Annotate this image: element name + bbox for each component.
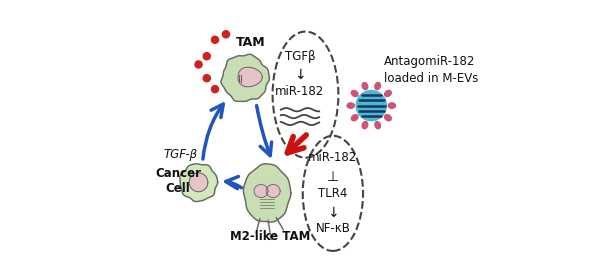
Polygon shape — [244, 164, 291, 222]
Ellipse shape — [362, 83, 368, 89]
Text: M2-like TAM: M2-like TAM — [230, 230, 310, 243]
Ellipse shape — [375, 83, 380, 89]
Text: AntagomiR-182
loaded in M-EVs: AntagomiR-182 loaded in M-EVs — [383, 55, 478, 85]
Text: ↓: ↓ — [327, 206, 339, 220]
Circle shape — [356, 91, 386, 121]
Text: miR-182: miR-182 — [275, 85, 325, 98]
Text: TAM: TAM — [236, 36, 265, 49]
Circle shape — [211, 36, 218, 43]
Ellipse shape — [362, 122, 368, 129]
Ellipse shape — [277, 219, 278, 220]
Ellipse shape — [375, 122, 380, 129]
Ellipse shape — [275, 217, 277, 218]
Ellipse shape — [258, 222, 260, 223]
Circle shape — [203, 75, 211, 82]
Ellipse shape — [352, 115, 358, 121]
Text: Cancer
Cell: Cancer Cell — [155, 167, 201, 195]
Text: TGF-β: TGF-β — [164, 148, 198, 161]
Text: TGFβ: TGFβ — [284, 50, 316, 63]
Circle shape — [223, 31, 230, 38]
Ellipse shape — [385, 115, 391, 121]
Ellipse shape — [268, 222, 269, 223]
Ellipse shape — [280, 224, 281, 225]
Polygon shape — [189, 173, 208, 192]
Ellipse shape — [385, 91, 391, 97]
Ellipse shape — [388, 103, 395, 108]
Polygon shape — [221, 54, 269, 101]
Ellipse shape — [257, 224, 259, 225]
Ellipse shape — [256, 230, 257, 231]
Ellipse shape — [269, 228, 270, 229]
Ellipse shape — [259, 218, 261, 219]
Circle shape — [195, 61, 202, 68]
Ellipse shape — [270, 236, 271, 237]
Ellipse shape — [268, 225, 270, 226]
Text: ↓: ↓ — [294, 68, 306, 83]
Text: miR-182: miR-182 — [308, 151, 358, 164]
Circle shape — [211, 86, 218, 93]
Ellipse shape — [259, 220, 260, 221]
Ellipse shape — [278, 222, 280, 223]
Text: ⊥: ⊥ — [327, 170, 339, 184]
Ellipse shape — [347, 103, 355, 108]
Polygon shape — [238, 67, 262, 87]
Ellipse shape — [257, 226, 259, 227]
Polygon shape — [266, 184, 280, 198]
Circle shape — [203, 53, 211, 60]
Ellipse shape — [277, 220, 279, 221]
Polygon shape — [254, 184, 268, 198]
Polygon shape — [180, 164, 218, 202]
Text: TLR4: TLR4 — [318, 187, 347, 200]
Ellipse shape — [352, 91, 358, 97]
Text: NF-κB: NF-κB — [316, 222, 350, 235]
Ellipse shape — [281, 226, 282, 227]
